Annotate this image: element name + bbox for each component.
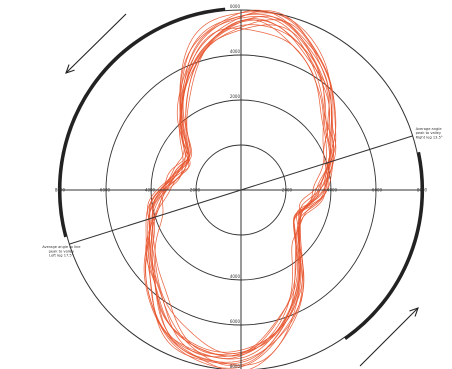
series-curve-7	[147, 13, 333, 363]
tick-label-6: 8000	[230, 364, 241, 369]
tick-label-1: 0000	[230, 4, 241, 9]
average-axis	[69, 135, 413, 245]
annotation-line-left-2: peak to valley	[49, 249, 75, 253]
tick-label-9: 6000	[372, 188, 383, 193]
tick-label-11: 2000	[190, 188, 201, 193]
annotation-line-right-2: peak to valley	[416, 131, 442, 135]
arrow-top-left	[65, 13, 127, 74]
annotation-line-right-3: Right leg 13.5°	[416, 135, 443, 139]
annotation-line-right-1: Average angle	[416, 127, 443, 131]
tick-label-8: 4000	[327, 188, 338, 193]
tick-label-2: 4000	[230, 49, 241, 54]
tick-label-5: 6000	[230, 319, 241, 324]
tick-label-3: 2000	[230, 94, 241, 99]
tick-labels: 0000 4000 2000 4000 6000 8000 2000 4000 6000 8000…	[55, 4, 428, 369]
rim-arc-lower-right	[344, 151, 425, 340]
tick-label-14: 8000	[55, 188, 66, 193]
series-curve-1	[148, 15, 331, 360]
annotation-line-left-1: Average angle to line	[42, 245, 81, 249]
series-curve-2	[149, 16, 335, 367]
tick-label-12: 4000	[145, 188, 156, 193]
tick-label-10: 8000	[417, 188, 428, 193]
tick-label-4: 4000	[230, 274, 241, 279]
tick-label-7: 2000	[282, 188, 293, 193]
series-curve-11	[145, 10, 334, 365]
tick-label-13: 6000	[100, 188, 111, 193]
annotation-line-left-3: Left leg 17.5°	[49, 254, 74, 258]
rim-arc-upper-left	[57, 7, 226, 238]
arrow-bottom-right	[359, 307, 419, 367]
direction-arrows	[65, 13, 419, 367]
polar-axes	[61, 10, 421, 369]
